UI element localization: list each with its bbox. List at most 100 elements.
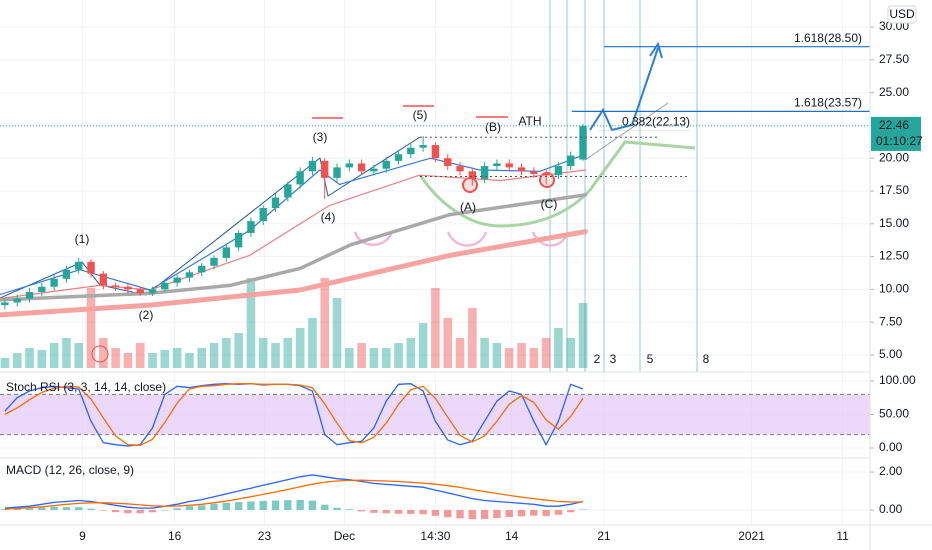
histogram-bar — [419, 510, 427, 515]
arc — [353, 231, 394, 246]
histogram-bar — [567, 510, 575, 513]
x-tick-label: 9 — [79, 529, 86, 543]
arrow-head — [649, 41, 663, 59]
volume-bar — [578, 303, 588, 368]
volume-bar — [283, 338, 293, 368]
candle-body — [247, 221, 255, 233]
y-tick-label: 10.00 — [879, 282, 909, 296]
moving-average — [0, 193, 588, 302]
currency: USD — [889, 7, 915, 21]
histogram-bar — [480, 510, 489, 519]
histogram-bar — [579, 509, 587, 511]
fib-label: 0.382(22.13) — [622, 114, 690, 128]
candle-body — [567, 155, 575, 167]
histogram-bar — [321, 504, 329, 511]
volume-bar — [566, 338, 576, 368]
histogram-bar — [173, 508, 181, 511]
candle-body — [394, 154, 403, 161]
projection-curve — [418, 140, 696, 228]
candle-body — [87, 261, 95, 274]
y-tick-label: 0.00 — [879, 502, 903, 516]
histogram-bar — [198, 505, 206, 511]
volume-bar — [492, 343, 502, 368]
candle-body — [62, 269, 71, 279]
volume-bar — [62, 338, 71, 368]
volume-bar — [49, 343, 59, 368]
y-tick-label: 20.00 — [879, 150, 909, 164]
wave-label: (3) — [313, 130, 328, 144]
volume-bar — [12, 353, 22, 368]
volume-bar — [345, 348, 354, 368]
wave-label: (B) — [485, 120, 501, 134]
time-count: 2 — [594, 352, 601, 366]
histogram-bar — [62, 507, 71, 511]
histogram-bar — [394, 510, 403, 514]
volume-bar — [504, 348, 514, 368]
volume-bar — [222, 338, 231, 368]
candle-body — [370, 168, 378, 172]
histogram-bar — [284, 500, 292, 511]
volume-bar — [308, 318, 317, 368]
projection-arrow — [589, 47, 659, 132]
candle-body — [321, 160, 329, 178]
volume-bar — [468, 308, 477, 368]
y-tick-label: 0.00 — [879, 440, 903, 454]
x-tick-label: 14:30 — [420, 529, 450, 543]
volume-bar — [517, 343, 526, 368]
candle-body — [308, 160, 317, 172]
x-tick-label: 21 — [597, 529, 611, 543]
x-tick-label: 2021 — [738, 529, 765, 543]
event-icon — [91, 345, 109, 363]
histogram-bar — [345, 509, 354, 511]
candle-body — [234, 232, 243, 248]
candle-body — [13, 298, 21, 303]
volume-bar — [295, 328, 305, 368]
wave-label: (A) — [460, 200, 476, 214]
volume-bar — [185, 353, 194, 368]
histogram-bar — [247, 501, 255, 511]
histogram-bar — [87, 508, 95, 511]
volume-bar — [99, 338, 108, 368]
volume-bar — [86, 288, 96, 368]
histogram-bar — [50, 506, 58, 511]
volume-bar — [74, 343, 84, 368]
histogram-bar — [75, 507, 83, 511]
volume-bar — [135, 343, 145, 368]
histogram-bar — [161, 510, 169, 511]
stoch-title: Stoch RSI (3, 3, 14, 14, close) — [6, 380, 166, 394]
candle-body — [185, 272, 194, 278]
y-tick-label: 15.00 — [879, 216, 909, 230]
volume-bar — [123, 353, 133, 368]
candle-body — [517, 167, 526, 172]
y-tick-label: 12.50 — [879, 249, 909, 263]
volume-bar — [37, 350, 47, 368]
wave-label: (2) — [139, 308, 154, 322]
histogram-bar — [111, 510, 120, 513]
series-line — [4, 479, 583, 510]
candle-body — [419, 145, 427, 148]
y-tick-label: 25.00 — [879, 85, 909, 99]
histogram-bar — [444, 510, 452, 518]
histogram-bar — [296, 499, 304, 511]
y-tick-label: 2.00 — [879, 464, 903, 478]
candle-body — [99, 273, 108, 286]
wave-label: (C) — [541, 197, 558, 211]
macd-title: MACD (12, 26, close, 9) — [6, 463, 134, 477]
candle-body — [210, 257, 218, 266]
histogram-bar — [185, 506, 194, 511]
volume-bar — [394, 343, 403, 368]
histogram-bar — [357, 510, 366, 512]
time-count: 8 — [703, 352, 710, 366]
wave-label: (4) — [321, 210, 336, 224]
candle-body — [161, 282, 169, 290]
x-tick-label: 23 — [258, 529, 272, 543]
candle-body — [173, 277, 181, 283]
histogram-bar — [13, 508, 21, 511]
fib-time-lines — [549, 0, 698, 372]
histogram-bar — [468, 510, 477, 520]
currency-box[interactable] — [887, 5, 917, 24]
candle-body — [382, 160, 390, 169]
histogram-bar — [431, 510, 440, 516]
